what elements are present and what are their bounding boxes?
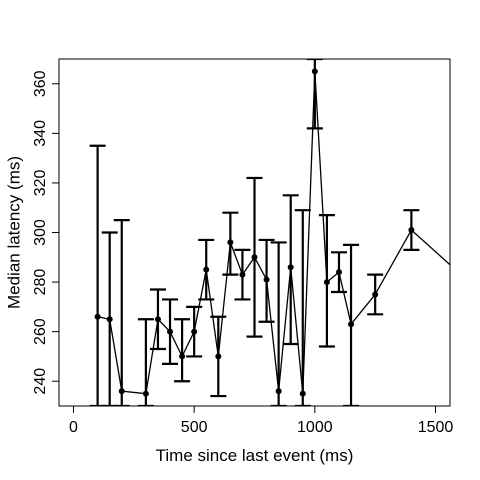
data-point [323,279,330,286]
data-point [203,266,210,273]
y-tick-label: 340 [32,120,49,147]
data-point [348,321,355,328]
data-point [94,313,101,320]
x-tick-label: 0 [69,419,78,436]
data-point [227,239,234,246]
error-bar [174,318,191,383]
data-point [372,291,379,298]
series-line [97,71,450,395]
data-point [287,264,294,271]
x-tick-label: 1000 [297,419,333,436]
data-point [335,269,342,276]
data-point [251,254,258,261]
y-tick-label: 300 [32,219,49,246]
data-point [154,316,161,323]
data-point [275,388,282,395]
data-point [299,390,306,397]
data-point [179,353,186,360]
x-tick-label: 1500 [418,419,454,436]
data-point [311,68,318,75]
y-tick-label: 240 [32,368,49,395]
x-axis-label: Time since last event (ms) [156,446,354,465]
x-axis: 0 500 1000 1500 [69,405,454,436]
y-tick-label: 280 [32,269,49,296]
data-point [167,328,174,335]
error-bar [113,219,130,406]
y-axis-label: Median latency (ms) [5,156,24,309]
error-bar [89,144,106,406]
data-point [191,328,198,335]
chart-marks [89,59,450,406]
y-tick-label: 360 [32,70,49,97]
error-bar [294,209,311,406]
data-point [263,276,270,283]
y-tick-label: 320 [32,169,49,196]
y-axis: 240 260 280 300 320 340 360 [32,70,59,395]
x-tick-label: 500 [181,419,208,436]
data-point [215,353,222,360]
data-point [239,271,246,278]
error-bar [270,241,287,406]
y-tick-label: 260 [32,318,49,345]
data-point [118,388,125,395]
data-point [408,227,415,234]
data-point [142,390,149,397]
data-point [106,316,113,323]
